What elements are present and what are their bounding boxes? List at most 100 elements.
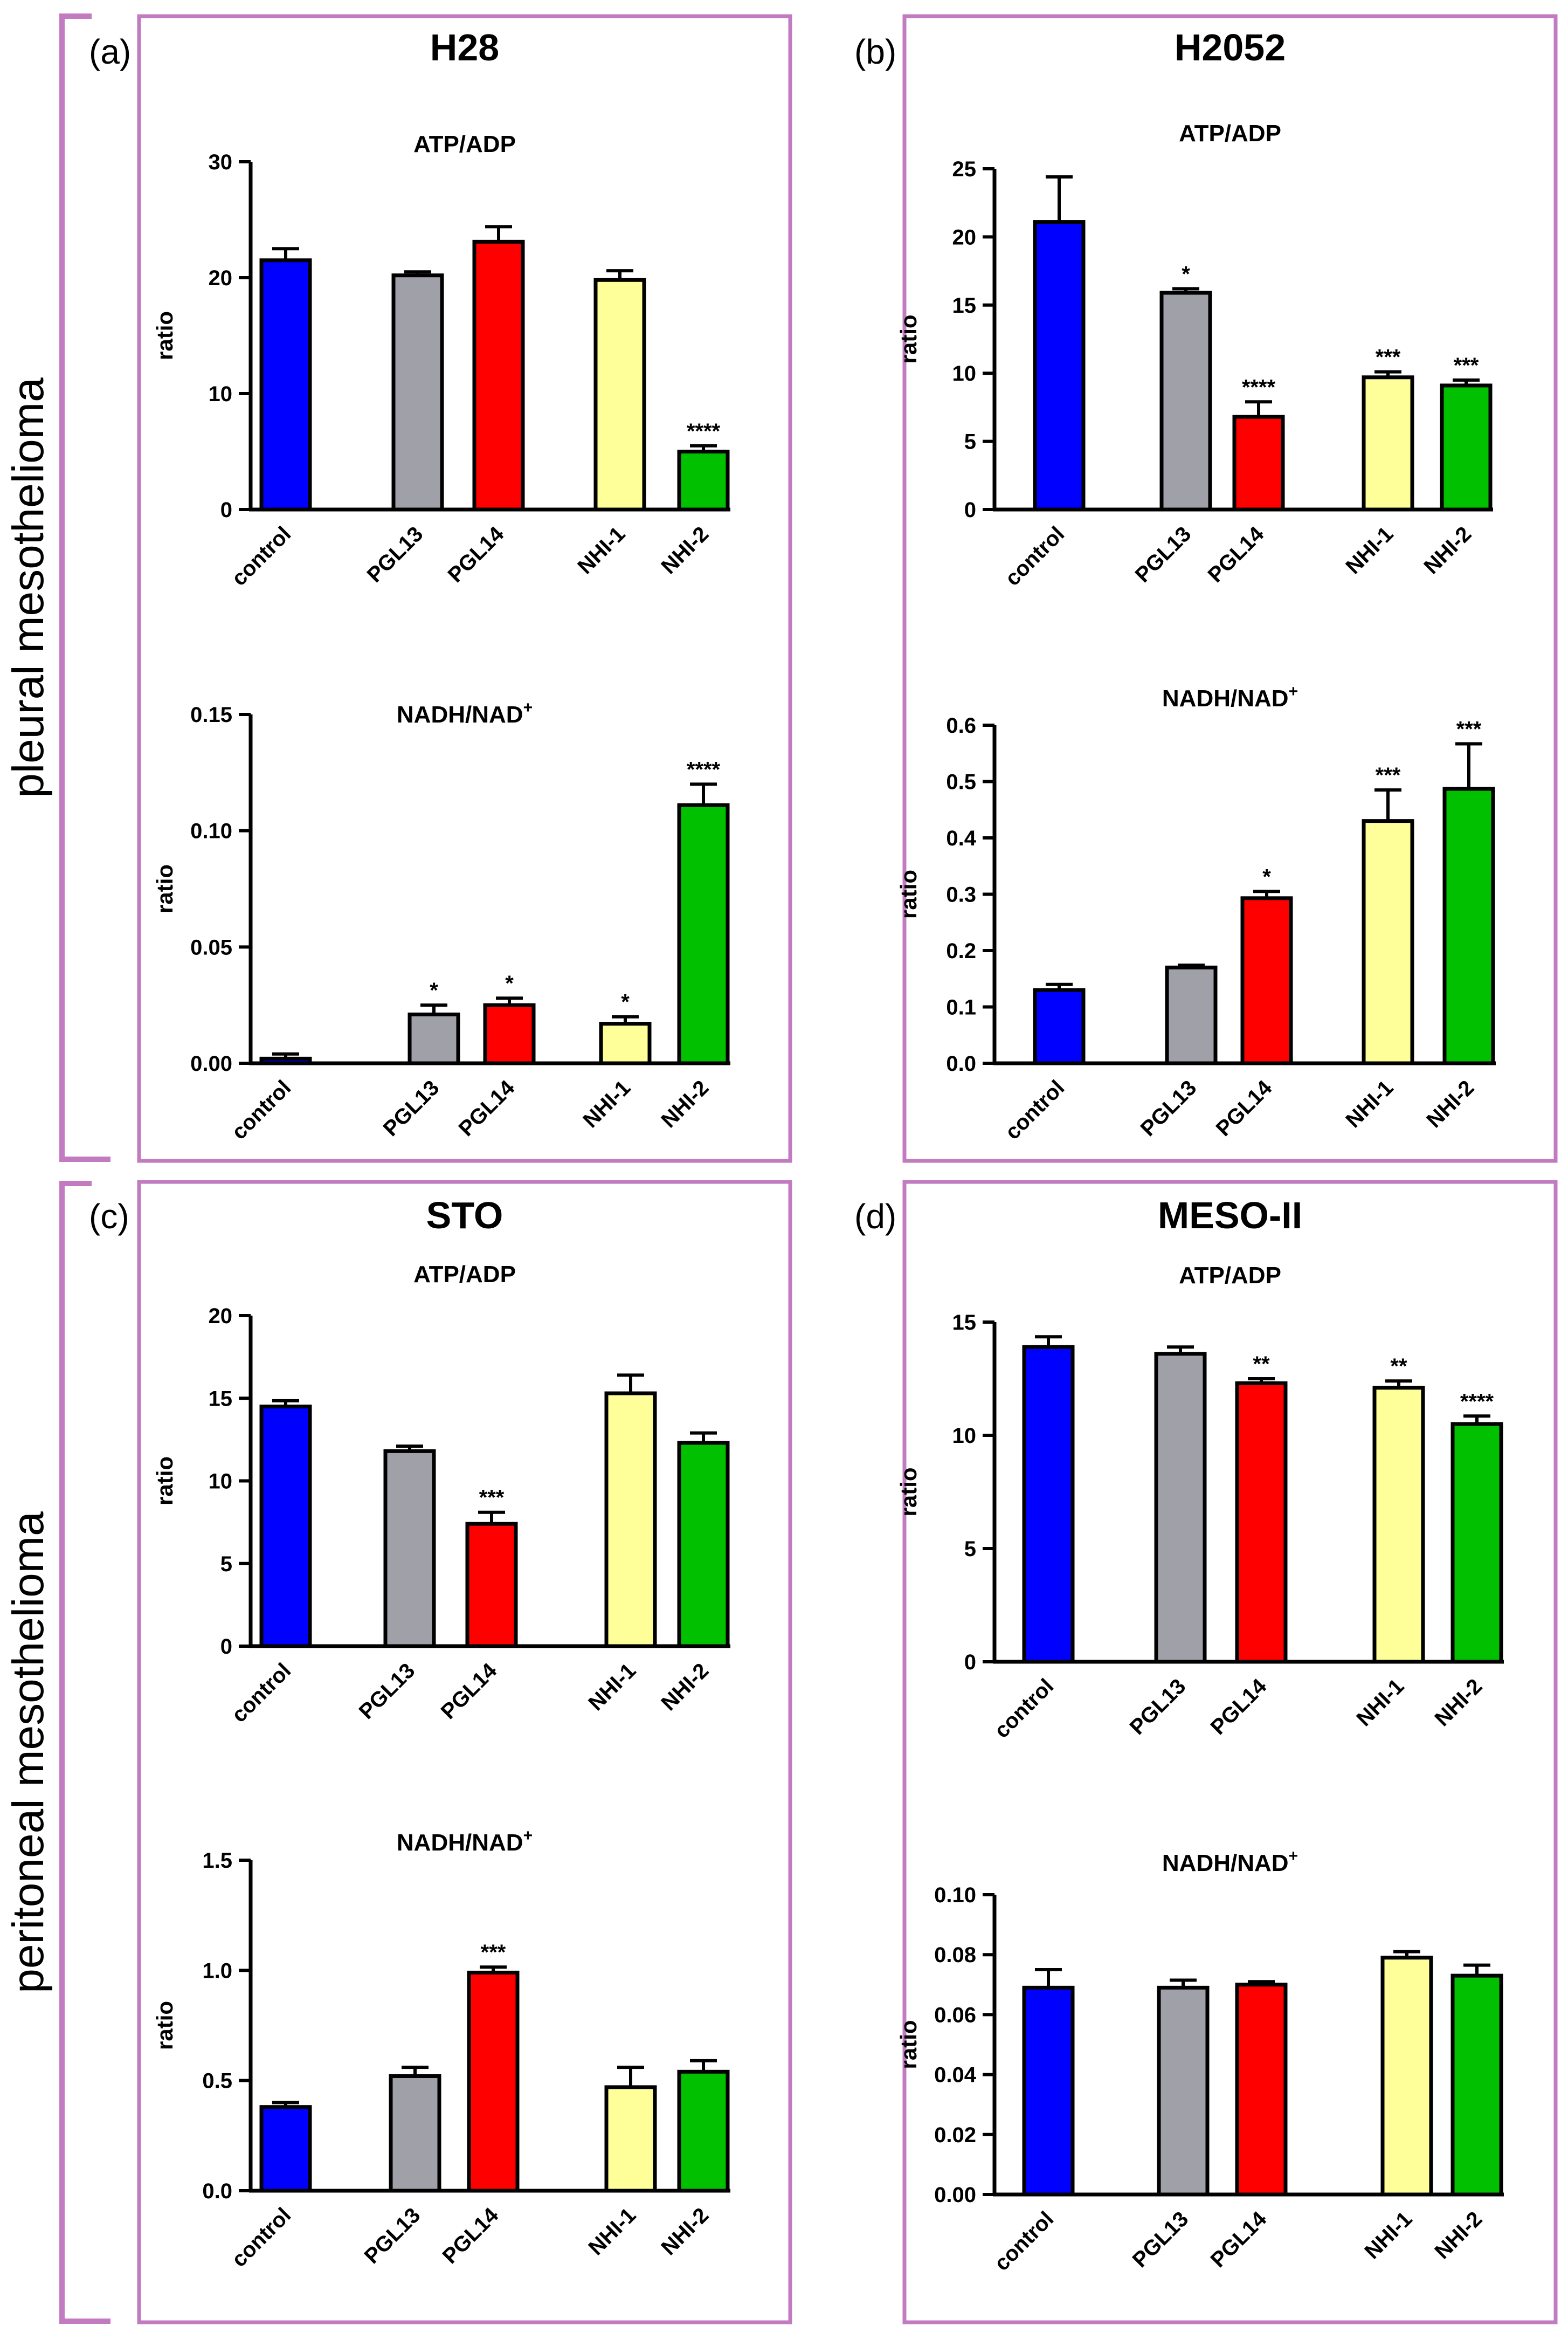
y-tick-label: 0.4 xyxy=(946,827,976,850)
bar-control xyxy=(1022,1985,1075,2197)
bar-pgl14 xyxy=(1235,1983,1288,2197)
chart-meso-ii-atp-adp: ATP/ADP ratio control PGL13 ** PGL14 ** NHI-1 **… xyxy=(896,1262,1504,1743)
bar-pgl14 xyxy=(465,1522,518,1648)
category-label: NHI-2 xyxy=(1419,522,1476,579)
significance-label: **** xyxy=(687,419,721,443)
bar-nhi-2 xyxy=(1450,1973,1503,2197)
y-axis-label: ratio xyxy=(896,314,921,363)
chart-title: NADH/NAD+ xyxy=(397,1827,533,1856)
y-axis-label: ratio xyxy=(896,2020,921,2069)
bar-nhi-2 xyxy=(1450,1422,1503,1664)
bar-nhi-1 xyxy=(593,278,646,512)
category-label: NHI-2 xyxy=(657,2203,713,2260)
y-tick-label: 1.0 xyxy=(202,1959,232,1983)
category-label: PGL14 xyxy=(444,522,509,587)
bar-pgl14 xyxy=(472,239,525,512)
category-label: NHI-2 xyxy=(657,1076,713,1132)
category-label: NHI-1 xyxy=(578,1076,635,1132)
significance-label: *** xyxy=(1376,763,1401,787)
y-tick-label: 0.00 xyxy=(934,2183,976,2207)
y-tick-label: 0.0 xyxy=(946,1052,976,1076)
y-tick-label: 15 xyxy=(952,1311,977,1334)
y-tick-label: 30 xyxy=(209,150,233,174)
bar-nhi-2 xyxy=(677,1441,730,1648)
category-label: PGL14 xyxy=(454,1076,520,1141)
y-tick-label: 5 xyxy=(964,430,976,454)
category-label: PGL13 xyxy=(379,1076,444,1141)
y-tick-label: 0.10 xyxy=(934,1883,976,1907)
y-tick-label: 0.5 xyxy=(946,771,976,794)
y-axis-label: ratio xyxy=(152,864,177,913)
category-label: NHI-2 xyxy=(1430,2207,1487,2264)
bar-pgl13 xyxy=(383,1449,436,1648)
category-label: NHI-2 xyxy=(657,1659,713,1715)
y-axis-label: ratio xyxy=(896,870,921,919)
category-label: control xyxy=(227,1659,295,1727)
category-label: PGL13 xyxy=(1136,1076,1201,1141)
chart-title: NADH/NAD+ xyxy=(1162,683,1298,712)
chart-title-text: NADH/NAD xyxy=(397,701,523,728)
significance-label: **** xyxy=(1460,1389,1494,1413)
significance-label: * xyxy=(1262,865,1271,889)
y-tick-label: 20 xyxy=(209,1304,233,1328)
chart-title-text: ATP/ADP xyxy=(1179,120,1281,147)
group-label-pleural: pleural mesothelioma xyxy=(4,377,53,798)
chart-title: ATP/ADP xyxy=(1179,1262,1281,1289)
bar-pgl14 xyxy=(1235,1381,1288,1664)
y-tick-label: 15 xyxy=(209,1387,233,1411)
significance-label: *** xyxy=(1456,717,1482,741)
y-tick-label: 0 xyxy=(220,1635,232,1659)
y-tick-label: 0.10 xyxy=(190,820,232,843)
y-tick-label: 0.05 xyxy=(190,935,232,959)
category-label: NHI-1 xyxy=(1352,1674,1408,1731)
y-axis-label: ratio xyxy=(152,1456,177,1505)
bar-control xyxy=(1033,220,1086,512)
chart-meso-ii-nadh-nad: NADH/NAD+ ratio control PGL13 PGL14 NHI-1 NHI-… xyxy=(896,1847,1504,2275)
chart-h2052-nadh-nad: NADH/NAD+ ratio control PGL13 * PGL14 *** NHI-1… xyxy=(896,683,1496,1144)
chart-h2052-atp-adp: ATP/ADP ratio control * PGL13 **** PGL14 *** NHI… xyxy=(896,120,1493,590)
bar-nhi-1 xyxy=(604,2085,657,2193)
category-label: NHI-1 xyxy=(1360,2207,1417,2264)
y-tick-label: 0 xyxy=(964,498,976,522)
category-label: control xyxy=(227,1076,295,1144)
category-label: PGL14 xyxy=(437,1659,502,1724)
cell-letter-a: (a) xyxy=(89,32,131,71)
y-tick-label: 15 xyxy=(952,294,977,318)
category-label: PGL13 xyxy=(363,522,428,587)
category-label: control xyxy=(990,1674,1058,1743)
chart-title-superscript: + xyxy=(1289,683,1298,700)
y-tick-label: 0 xyxy=(964,1650,976,1674)
category-label: PGL13 xyxy=(355,1659,420,1724)
bar-control xyxy=(259,258,312,512)
y-tick-label: 10 xyxy=(952,362,977,386)
bar-nhi-2 xyxy=(1442,787,1495,1065)
bar-nhi-1 xyxy=(1362,819,1414,1065)
category-label: PGL13 xyxy=(1128,2207,1193,2272)
y-tick-label: 10 xyxy=(952,1424,977,1448)
bar-nhi-2 xyxy=(677,2069,730,2193)
bar-control xyxy=(1033,988,1086,1065)
y-tick-label: 0.2 xyxy=(946,939,976,963)
y-tick-label: 0.5 xyxy=(202,2069,232,2093)
significance-label: **** xyxy=(1242,375,1276,399)
cell-frame-b xyxy=(902,14,1558,1163)
chart-title-superscript: + xyxy=(523,699,533,717)
bar-pgl13 xyxy=(1165,965,1218,1065)
chart-title-text: NADH/NAD xyxy=(1162,1850,1289,1876)
bar-nhi-1 xyxy=(1372,1386,1425,1664)
significance-label: *** xyxy=(1454,354,1479,377)
bar-pgl13 xyxy=(1159,291,1212,512)
y-tick-label: 0.1 xyxy=(946,996,976,1020)
bar-nhi-1 xyxy=(1362,375,1414,512)
y-axis-label: ratio xyxy=(152,2001,177,2050)
y-tick-label: 20 xyxy=(209,266,233,290)
bar-pgl14 xyxy=(483,1003,536,1065)
significance-label: ** xyxy=(1253,1352,1270,1376)
bar-pgl14 xyxy=(1240,896,1293,1065)
significance-label: * xyxy=(621,990,630,1014)
bar-pgl13 xyxy=(1154,1352,1207,1664)
cell-frame-d xyxy=(902,1180,1558,2324)
category-label: PGL13 xyxy=(1131,522,1196,587)
category-label: NHI-1 xyxy=(573,522,630,579)
y-tick-label: 20 xyxy=(952,225,977,249)
